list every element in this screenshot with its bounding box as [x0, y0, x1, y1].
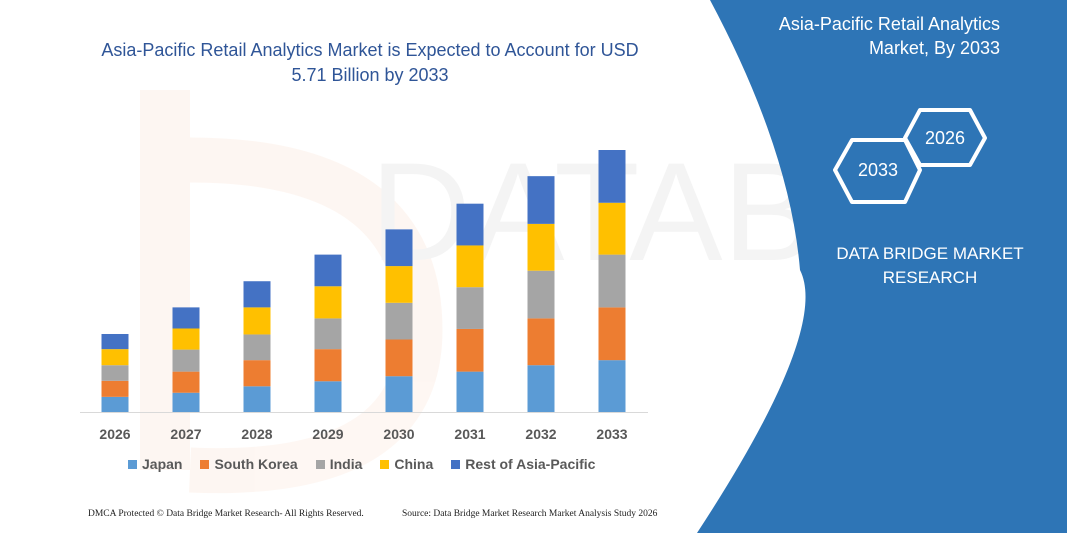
right-panel: [697, 0, 1067, 533]
legend-item: India: [315, 456, 363, 472]
bar-rest-of-asia-pacific-2031: [456, 203, 484, 246]
bar-japan-2027: [172, 392, 200, 412]
legend-label: India: [329, 456, 363, 472]
hexagon-2033: [833, 138, 922, 204]
bar-china-2032: [527, 223, 555, 271]
bar-japan-2026: [101, 396, 129, 412]
hex-label-2033: 2033: [857, 160, 899, 180]
bar-japan-2028: [243, 386, 271, 412]
chart-title: Asia-Pacific Retail Analytics Market is …: [101, 40, 639, 85]
bar-rest-of-asia-pacific-2032: [527, 176, 555, 224]
bar-rest-of-asia-pacific-2029: [314, 254, 342, 287]
bar-south-korea-2026: [101, 380, 129, 397]
bar-japan-2033: [598, 360, 626, 412]
legend-item: China: [380, 456, 433, 472]
bar-rest-of-asia-pacific-2033: [598, 150, 626, 203]
bar-india-2026: [101, 365, 129, 381]
legend-swatch: [315, 459, 325, 469]
bar-india-2033: [598, 254, 626, 308]
legend-label: China: [394, 456, 434, 472]
brand-name: DATA BRIDGE MARKET RESEARCH: [836, 244, 1024, 287]
bar-india-2028: [243, 334, 271, 361]
footer-source: Source: Data Bridge Market Research Mark…: [402, 509, 658, 519]
bar-south-korea-2029: [314, 349, 342, 382]
bar-japan-2032: [527, 365, 555, 412]
legend: Japan South Korea India China Rest of Asia-P…: [128, 456, 595, 472]
stacked-bar-chart: 2026 2027 2028 2029 2030 2031 2032 2033: [80, 150, 648, 442]
bar-south-korea-2032: [527, 318, 555, 366]
legend-label: Rest of Asia-Pacific: [465, 456, 596, 472]
x-tick-label: 2032: [525, 426, 556, 442]
x-tick-label: 2030: [383, 426, 414, 442]
panel-title: Asia-Pacific Retail Analytics Market, By…: [778, 14, 1000, 58]
footer-copyright: DMCA Protected © Data Bridge Market Rese…: [88, 509, 364, 519]
bar-china-2033: [598, 202, 626, 255]
x-tick-label: 2033: [596, 426, 627, 442]
legend-swatch: [200, 459, 210, 469]
x-tick-label: 2028: [241, 426, 272, 442]
bar-south-korea-2030: [385, 339, 413, 377]
x-tick-label: 2031: [454, 426, 485, 442]
x-tick-label: 2027: [170, 426, 201, 442]
bar-japan-2029: [314, 381, 342, 412]
bar-china-2028: [243, 307, 271, 335]
bar-south-korea-2031: [456, 328, 484, 372]
bar-rest-of-asia-pacific-2030: [385, 229, 413, 267]
legend-item: South Korea: [200, 456, 298, 472]
bar-india-2031: [456, 287, 484, 329]
legend-swatch: [380, 459, 390, 469]
legend-swatch: [451, 459, 461, 469]
x-tick-label: 2026: [99, 426, 130, 442]
bar-india-2032: [527, 270, 555, 319]
bar-india-2029: [314, 318, 342, 350]
bar-china-2031: [456, 245, 484, 288]
bar-china-2030: [385, 266, 413, 303]
bar-south-korea-2028: [243, 360, 271, 387]
x-tick-label: 2029: [312, 426, 343, 442]
hex-label-2026: 2026: [924, 128, 966, 148]
bar-india-2030: [385, 302, 413, 340]
bar-china-2027: [172, 328, 200, 350]
legend-label: Japan: [142, 456, 183, 472]
bar-south-korea-2033: [598, 307, 626, 361]
legend-swatch: [128, 459, 137, 469]
bar-rest-of-asia-pacific-2028: [243, 281, 271, 308]
bar-south-korea-2027: [172, 371, 200, 393]
bar-japan-2030: [385, 376, 413, 412]
bar-india-2027: [172, 349, 200, 372]
legend-item: Rest of Asia-Pacific: [451, 456, 595, 472]
bar-china-2026: [101, 349, 129, 366]
bar-rest-of-asia-pacific-2027: [172, 307, 200, 329]
legend-item: Japan: [128, 456, 182, 472]
legend-label: South Korea: [214, 456, 298, 472]
bar-china-2029: [314, 286, 342, 319]
bar-rest-of-asia-pacific-2026: [101, 333, 129, 350]
bar-japan-2031: [456, 371, 484, 412]
